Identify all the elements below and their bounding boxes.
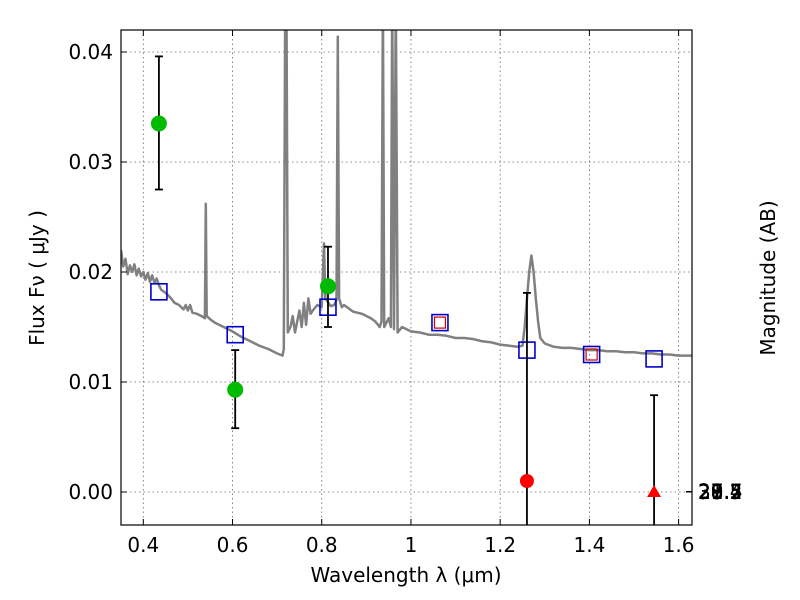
model-band-square xyxy=(645,350,663,368)
x-tick-label: 1.2 xyxy=(484,533,516,557)
x-axis-label: Wavelength λ (μm) xyxy=(310,563,501,587)
detected-point xyxy=(227,381,244,398)
y2-tick-label: 28 xyxy=(698,480,723,504)
y2-tick-label: 30 xyxy=(698,480,723,504)
detected-point xyxy=(150,115,167,132)
y2-axis-label: Magnitude (AB) xyxy=(756,200,780,355)
x-tick-label: 0.8 xyxy=(306,533,338,557)
y-tick-label: 0.00 xyxy=(68,480,113,504)
model-spectrum-line xyxy=(121,30,692,357)
y-axis-label: Flux Fν ( μJy ) xyxy=(25,210,49,346)
y2-tick-label: 29.5 xyxy=(698,480,743,504)
y-tick-label: 0.04 xyxy=(68,40,113,64)
y-tick-label: 0.03 xyxy=(68,150,113,174)
axes: 0.4 0.6 0.8 1 1.2 1.4 1.6 0.00 0.01 0.02 0.03 0.04 2… xyxy=(68,30,743,557)
plot-area xyxy=(121,30,692,525)
y2-tick-label: 27.7 xyxy=(698,480,743,504)
model-band-square xyxy=(226,325,244,344)
model-band-square xyxy=(431,313,449,332)
y-tick-label: 0.01 xyxy=(68,370,113,394)
y2-tick-label: 27.4 xyxy=(698,480,743,504)
model-band-inner-square xyxy=(585,348,598,361)
model-band-square xyxy=(582,345,601,364)
model-band-square xyxy=(150,282,168,301)
model-band-inner-square xyxy=(433,316,447,329)
y2-tick-label: 29 xyxy=(698,480,723,504)
faint-point xyxy=(519,474,534,488)
y2-tick-label: 27.5 xyxy=(698,480,743,504)
y2-tick-label: 31 xyxy=(698,480,723,504)
detected-point xyxy=(319,278,336,295)
x-tick-label: 1 xyxy=(405,533,418,557)
y2-tick-label: 28.2 xyxy=(698,480,743,504)
x-tick-label: 1.4 xyxy=(573,533,605,557)
y2-tick-label: 28.5 xyxy=(698,480,743,504)
x-tick-label: 0.6 xyxy=(217,533,249,557)
y-tick-label: 0.02 xyxy=(68,260,113,284)
x-tick-label: 0.4 xyxy=(127,533,159,557)
plot-frame xyxy=(120,29,693,526)
faint-triangle-point xyxy=(647,485,662,497)
x-tick-label: 1.6 xyxy=(663,533,695,557)
grid-lines xyxy=(121,30,692,525)
